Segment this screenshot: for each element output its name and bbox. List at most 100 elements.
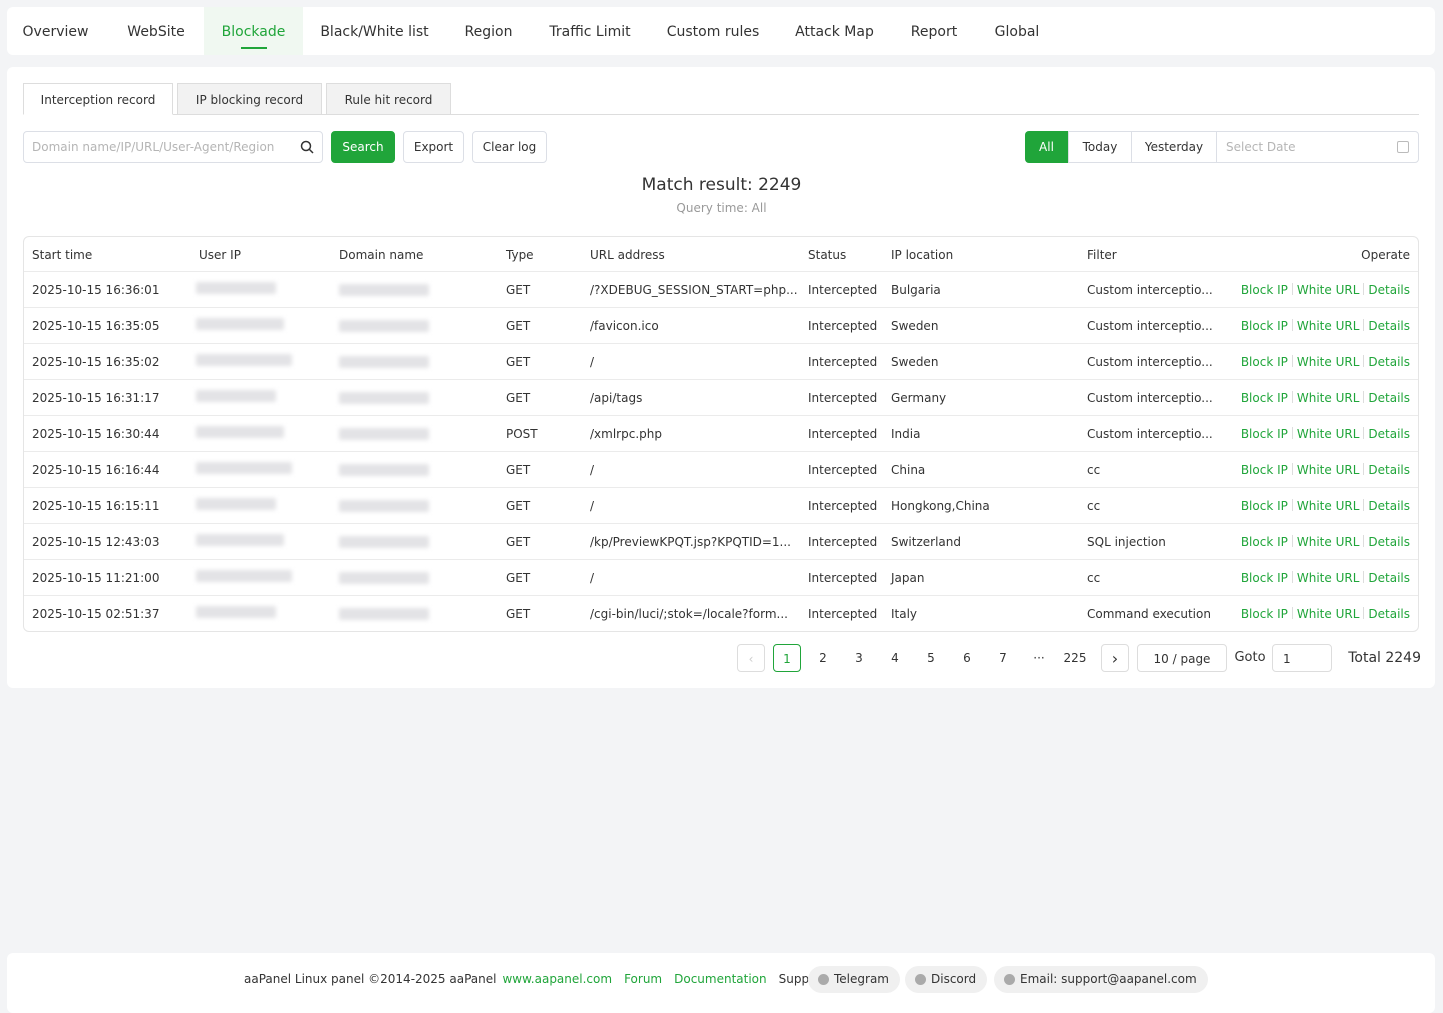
table-cell: /cgi-bin/luci/;stok=/locale?form... xyxy=(590,607,788,621)
action-link[interactable]: Block IP xyxy=(1240,571,1288,585)
action-link[interactable]: White URL xyxy=(1296,391,1360,405)
page-number[interactable]: 7 xyxy=(999,651,1007,665)
separator xyxy=(1291,499,1293,511)
table-cell: Intercepted xyxy=(808,499,878,513)
action-link[interactable]: White URL xyxy=(1296,427,1360,441)
date-option[interactable]: Yesterday xyxy=(1132,131,1217,163)
redacted-domain xyxy=(339,536,429,548)
row-line xyxy=(24,379,1418,380)
nav-tab[interactable]: Custom rules xyxy=(666,24,760,40)
action-link[interactable]: Block IP xyxy=(1240,499,1288,513)
nav-tab[interactable]: Traffic Limit xyxy=(549,24,631,40)
action-link[interactable]: Details xyxy=(1368,391,1410,405)
column-header: Operate xyxy=(1361,248,1410,262)
action-link[interactable]: Block IP xyxy=(1240,391,1288,405)
redacted-ip xyxy=(196,534,284,546)
action-link[interactable]: Block IP xyxy=(1240,463,1288,477)
action-link[interactable]: White URL xyxy=(1296,463,1360,477)
support-chip[interactable]: Discord xyxy=(905,966,988,993)
table-cell: GET xyxy=(506,535,531,549)
page-number[interactable]: 225 xyxy=(1063,651,1087,665)
table-cell: Sweden xyxy=(891,355,939,369)
table-cell: Custom interceptio... xyxy=(1087,391,1213,405)
nav-tab[interactable]: Region xyxy=(464,24,513,40)
action-link[interactable]: Block IP xyxy=(1240,427,1288,441)
support-chip[interactable]: Telegram xyxy=(808,966,900,993)
table-cell: Intercepted xyxy=(808,535,878,549)
row-line xyxy=(24,307,1418,308)
page-size[interactable]: 10 / page xyxy=(1137,644,1227,672)
nav-tab[interactable]: WebSite xyxy=(127,24,185,40)
action-link[interactable]: Details xyxy=(1368,283,1410,297)
page-number[interactable]: ··· xyxy=(1033,651,1045,665)
sub-tab[interactable]: IP blocking record xyxy=(177,83,322,115)
table-cell: Italy xyxy=(891,607,918,621)
date-option[interactable]: All xyxy=(1025,131,1069,163)
button[interactable]: Export xyxy=(403,131,464,163)
sub-tab[interactable]: Interception record xyxy=(23,83,173,115)
redacted-ip xyxy=(196,318,284,330)
action-link[interactable]: Details xyxy=(1368,571,1410,585)
table-cell: 2025-10-15 16:35:05 xyxy=(32,319,160,333)
date-placeholder[interactable]: Select Date xyxy=(1226,140,1296,154)
table-cell: 2025-10-15 16:36:01 xyxy=(32,283,160,297)
action-link[interactable]: White URL xyxy=(1296,355,1360,369)
total: Total 2249 xyxy=(1348,650,1421,666)
action-link[interactable]: Details xyxy=(1368,463,1410,477)
redacted-ip xyxy=(196,426,284,438)
redacted-ip xyxy=(196,390,276,402)
table-cell: 2025-10-15 11:21:00 xyxy=(32,571,160,585)
nav-tab[interactable]: Overview xyxy=(22,24,89,40)
separator xyxy=(1363,427,1365,439)
table-cell: GET xyxy=(506,571,531,585)
table-cell: Custom interceptio... xyxy=(1087,355,1213,369)
button[interactable]: Search xyxy=(331,131,395,163)
action-link[interactable]: Block IP xyxy=(1240,319,1288,333)
page-number[interactable]: 1 xyxy=(773,644,801,672)
nav-tab[interactable]: Global xyxy=(994,24,1040,40)
footer-link[interactable]: www.aapanel.com xyxy=(502,972,613,986)
nav-tab[interactable]: Blockade xyxy=(204,7,303,55)
match-result: Match result: 2249 xyxy=(641,175,802,195)
action-link[interactable]: Details xyxy=(1368,535,1410,549)
action-link[interactable]: White URL xyxy=(1296,283,1360,297)
row-actions: Block IP White URL Details xyxy=(1241,499,1410,513)
separator xyxy=(1363,499,1365,511)
table-cell: /?XDEBUG_SESSION_START=php... xyxy=(590,283,798,297)
table-cell: cc xyxy=(1087,499,1101,513)
action-link[interactable]: Details xyxy=(1368,355,1410,369)
table-cell: GET xyxy=(506,499,531,513)
action-link[interactable]: White URL xyxy=(1296,499,1360,513)
search-input[interactable]: Domain name/IP/URL/User-Agent/Region xyxy=(23,131,323,163)
action-link[interactable]: Block IP xyxy=(1240,607,1288,621)
action-link[interactable]: Details xyxy=(1368,319,1410,333)
action-link[interactable]: Details xyxy=(1368,607,1410,621)
separator xyxy=(1291,391,1293,403)
page-number[interactable]: 4 xyxy=(891,651,899,665)
action-link[interactable]: Details xyxy=(1368,427,1410,441)
action-link[interactable]: White URL xyxy=(1296,535,1360,549)
table-cell: /xmlrpc.php xyxy=(590,427,662,441)
support-chip[interactable]: Email: support@aapanel.com xyxy=(994,966,1208,993)
nav-tab[interactable]: Attack Map xyxy=(795,24,874,40)
redacted-domain xyxy=(339,392,429,404)
nav-tab[interactable]: Black/White list xyxy=(320,24,429,40)
sub-tab[interactable]: Rule hit record xyxy=(326,83,451,115)
page-number[interactable]: 3 xyxy=(855,651,863,665)
action-link[interactable]: Block IP xyxy=(1240,535,1288,549)
action-link[interactable]: Block IP xyxy=(1240,355,1288,369)
action-link[interactable]: White URL xyxy=(1296,571,1360,585)
action-link[interactable]: Details xyxy=(1368,499,1410,513)
date-option[interactable]: Today xyxy=(1069,131,1132,163)
action-link[interactable]: White URL xyxy=(1296,607,1360,621)
button[interactable]: Clear log xyxy=(472,131,547,163)
goto-input[interactable]: 1 xyxy=(1272,644,1332,672)
footer-link[interactable]: Forum xyxy=(624,972,663,986)
nav-tab[interactable]: Report xyxy=(910,24,958,40)
action-link[interactable]: White URL xyxy=(1296,319,1360,333)
page-number[interactable]: 2 xyxy=(819,651,827,665)
footer-link[interactable]: Documentation xyxy=(674,972,767,986)
page-number[interactable]: 5 xyxy=(927,651,935,665)
page-number[interactable]: 6 xyxy=(963,651,971,665)
action-link[interactable]: Block IP xyxy=(1240,283,1288,297)
